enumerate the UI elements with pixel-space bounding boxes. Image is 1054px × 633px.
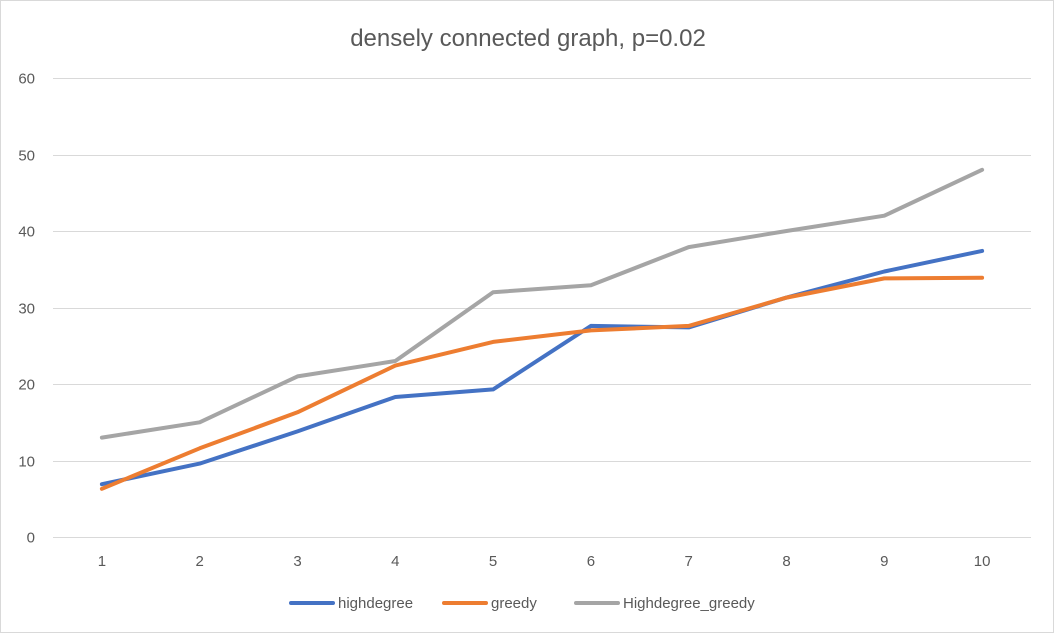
legend-label: Highdegree_greedy [623,595,755,612]
legend-label: greedy [491,595,537,612]
legend: highdegree greedy Highdegree_greedy [289,595,755,612]
x-tick-label: 8 [782,553,790,570]
x-tick-label: 5 [489,553,497,570]
x-tick-label: 2 [196,553,204,570]
legend-item-highdegree: highdegree [289,595,413,612]
series-lines [99,167,985,491]
legend-label: highdegree [338,595,413,612]
legend-item-highdegree-greedy: Highdegree_greedy [574,595,755,612]
x-tick-label: 4 [391,553,399,570]
y-tick-label: 60 [18,71,35,88]
x-tick-label: 3 [293,553,301,570]
chart-title: densely connected graph, p=0.02 [350,25,706,52]
y-tick-label: 30 [18,301,35,318]
y-tick-label: 50 [18,148,35,165]
y-tick-label: 40 [18,224,35,241]
x-tick-label: 1 [98,553,106,570]
series-line-highdegree [99,248,985,487]
series-line-greedy [99,275,985,491]
x-tick-label: 10 [974,553,991,570]
x-tick-label: 9 [880,553,888,570]
legend-item-greedy: greedy [442,595,537,612]
y-tick-label: 0 [27,530,35,547]
gridlines [53,78,1031,538]
x-axis-ticks: 1 2 3 4 5 6 7 8 9 10 [98,553,991,570]
x-tick-label: 7 [685,553,693,570]
y-axis-ticks: 0 10 20 30 40 50 60 [18,71,35,547]
x-tick-label: 6 [587,553,595,570]
series-line-highdegree-greedy [99,167,985,440]
y-tick-label: 10 [18,454,35,471]
y-tick-label: 20 [18,377,35,394]
